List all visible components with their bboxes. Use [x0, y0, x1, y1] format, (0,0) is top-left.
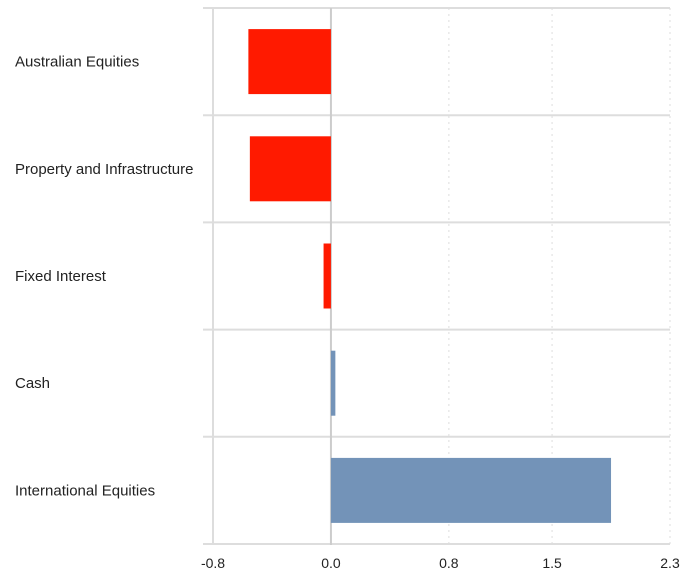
x-tick-label: 1.5	[542, 555, 562, 571]
category-label: Cash	[15, 375, 50, 392]
x-tick-label: 0.8	[439, 555, 459, 571]
grid	[203, 7, 671, 545]
category-labels: Australian Equities Property and Infrastr…	[15, 54, 193, 500]
bar	[249, 136, 331, 202]
x-tick-label: -0.8	[201, 555, 225, 571]
bar	[330, 350, 336, 416]
category-label: International Equities	[15, 482, 155, 499]
x-tick-label: 2.3	[660, 555, 680, 571]
category-label: Australian Equities	[15, 54, 139, 71]
bar	[248, 29, 331, 95]
category-label: Property and Infrastructure	[15, 161, 193, 178]
x-tick-label: 0.0	[321, 555, 341, 571]
bar	[323, 243, 331, 309]
bar	[330, 457, 612, 523]
x-axis-ticks: -0.8 0.0 0.8 1.5 2.3	[201, 555, 680, 571]
category-label: Fixed Interest	[15, 268, 107, 285]
bars	[248, 29, 612, 523]
